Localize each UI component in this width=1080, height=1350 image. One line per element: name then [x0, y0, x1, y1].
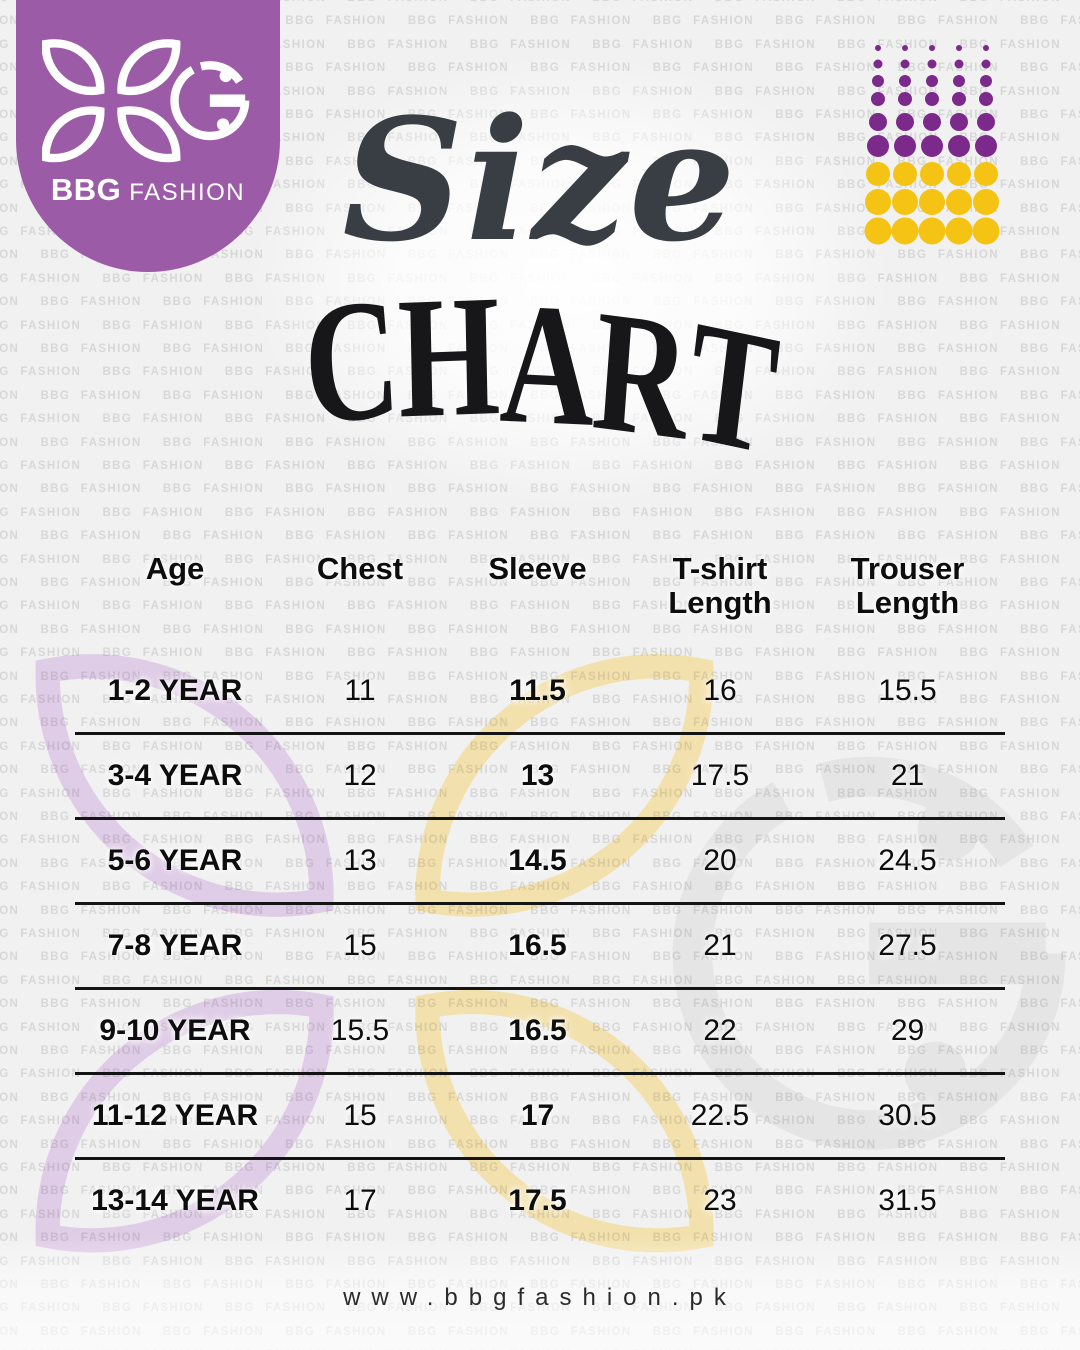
cell-tshirt: 21: [703, 929, 737, 962]
cell-tshirt: 20: [703, 844, 737, 877]
brand-name-bold: BBG: [50, 172, 122, 207]
column-header-sleeve: Sleeve: [488, 551, 587, 586]
cell-trouser: 29: [890, 1014, 925, 1047]
table-header-row: Age Chest Sleeve T-shirt Length Trouser Leng…: [75, 550, 1005, 650]
cell-chest: 12: [343, 759, 377, 792]
title-main-letter: C: [297, 260, 405, 463]
cell-trouser: 15.5: [878, 674, 937, 707]
watermark-text-row: BBG FASHION BBG FASHION BBG FASHION BBG …: [0, 740, 1080, 753]
watermark-text-row: BBG FASHION BBG FASHION BBG FASHION BBG …: [0, 577, 1080, 589]
table-row-9-10-year: 9-10 YEAR 15.5 16.5 22 29: [75, 990, 1005, 1075]
cell-tshirt: 16: [703, 674, 737, 707]
title-script: Size: [342, 81, 738, 279]
watermark-text-row: BBG FASHION BBG FASHION BBG FASHION BBG …: [0, 1185, 1080, 1198]
cell-sleeve: 17.5: [508, 1184, 567, 1217]
table-row-3-4-year: 3-4 YEAR 12 13 17.5 21: [75, 735, 1005, 820]
table-row-5-6-year: 5-6 YEAR 13 14.5 20 24.5: [75, 820, 1005, 905]
cell-sleeve: 17: [520, 1099, 555, 1132]
watermark-text-row: BBG FASHION BBG FASHION BBG FASHION BBG …: [0, 857, 1080, 870]
cell-trouser: 24.5: [878, 844, 937, 877]
cell-sleeve: 13: [520, 759, 555, 792]
cell-age: 11-12 YEAR: [91, 1099, 259, 1132]
table-row-1-2-year: 1-2 YEAR 11 11.5 16 15.5: [75, 650, 1005, 735]
column-header-trouser-length: Trouser Length: [850, 551, 965, 621]
cell-chest: 15: [343, 929, 377, 962]
cell-sleeve: 16.5: [508, 1014, 567, 1047]
column-header-chest: Chest: [316, 551, 404, 586]
column-header-t-shirt-length: T-shirt Length: [668, 551, 772, 621]
watermark-text-row: BBG FASHION BBG FASHION BBG FASHION BBG …: [0, 600, 1080, 613]
cell-chest: 15: [343, 1099, 377, 1132]
title-backdrop-glow: [250, 55, 890, 505]
title-main-letter: H: [396, 259, 502, 455]
bottom-fade: [0, 1235, 1080, 1350]
watermark-text-row: BBG FASHION BBG FASHION BBG FASHION BBG …: [0, 1162, 1080, 1174]
cell-sleeve: 11.5: [509, 674, 566, 707]
watermark-text-row: BBG FASHION BBG FASHION BBG FASHION BBG …: [0, 670, 1080, 683]
watermark-text-row: BBG FASHION BBG FASHION BBG FASHION BBG …: [0, 0, 1080, 4]
watermark-text-row: BBG FASHION BBG FASHION BBG FASHION BBG …: [0, 998, 1080, 1011]
watermark-text-row: BBG FASHION BBG FASHION BBG FASHION BBG …: [0, 694, 1080, 706]
watermark-text-row: BBG FASHION BBG FASHION BBG FASHION BBG …: [0, 928, 1080, 940]
title-main-letter: R: [587, 273, 696, 477]
watermark-text-row: BBG FASHION BBG FASHION BBG FASHION BBG …: [0, 951, 1080, 964]
cell-tshirt: 23: [703, 1184, 737, 1217]
bbg-butterfly-logo-icon: [41, 30, 254, 176]
cell-trouser: 30.5: [878, 1099, 937, 1132]
cell-tshirt: 22: [703, 1014, 737, 1047]
title-main-letter: A: [497, 266, 597, 463]
cell-tshirt: 22.5: [690, 1099, 750, 1132]
cell-trouser: 27.5: [878, 929, 937, 962]
watermark-text-row: BBG FASHION BBG FASHION BBG FASHION BBG …: [0, 881, 1080, 894]
brand-name-light: FASHION: [129, 179, 246, 206]
cell-tshirt: 17.5: [690, 759, 750, 792]
watermark-text-row: BBG FASHION BBG FASHION BBG FASHION BBG …: [0, 787, 1080, 800]
cell-trouser: 21: [890, 759, 925, 792]
watermark-text-row: BBG FASHION BBG FASHION BBG FASHION BBG …: [0, 717, 1080, 730]
table-row-13-14-year: 13-14 YEAR 17 17.5 23 31.5: [75, 1160, 1005, 1242]
brand-logo-badge: BBG FASHION: [16, 0, 280, 272]
cell-chest: 15.5: [330, 1014, 390, 1047]
cell-age: 7-8 YEAR: [107, 929, 243, 962]
cell-age: 9-10 YEAR: [99, 1014, 251, 1047]
website-url: www.bbgfashion.pk: [343, 1284, 737, 1311]
table-row-7-8-year: 7-8 YEAR 15 16.5 21 27.5: [75, 905, 1005, 990]
watermark-text-row: BBG FASHION BBG FASHION BBG FASHION BBG …: [0, 623, 1080, 636]
watermark-text-row: BBG FASHION BBG FASHION BBG FASHION BBG …: [0, 1045, 1080, 1057]
watermark-text-row: BBG FASHION BBG FASHION BBG FASHION BBG …: [0, 974, 1080, 987]
watermark-text-row: BBG FASHION BBG FASHION BBG FASHION BBG …: [0, 530, 1080, 543]
watermark-text-row: BBG FASHION BBG FASHION BBG FASHION BBG …: [0, 904, 1080, 917]
watermark-text-row: BBG FASHION BBG FASHION BBG FASHION BBG …: [0, 1208, 1080, 1221]
watermark-text-row: BBG FASHION BBG FASHION BBG FASHION BBG …: [0, 506, 1080, 519]
column-header-age: Age: [145, 551, 205, 586]
cell-age: 5-6 YEAR: [107, 844, 243, 877]
watermark-text-row: BBG FASHION BBG FASHION BBG FASHION BBG …: [0, 834, 1080, 847]
title-main: CHART: [76, 259, 1005, 491]
cell-chest: 13: [343, 844, 377, 877]
cell-chest: 17: [343, 1184, 377, 1217]
cell-age: 3-4 YEAR: [107, 759, 243, 792]
watermark-text-row: BBG FASHION BBG FASHION BBG FASHION BBG …: [0, 553, 1080, 566]
cell-age: 13-14 YEAR: [91, 1184, 259, 1217]
dots-decoration: [864, 36, 1004, 255]
watermark-text-row: BBG FASHION BBG FASHION BBG FASHION BBG …: [0, 1115, 1080, 1128]
cell-chest: 11: [344, 674, 376, 707]
watermark-text-row: BBG FASHION BBG FASHION BBG FASHION BBG …: [0, 1091, 1080, 1104]
size-chart-table: Age Chest Sleeve T-shirt Length Trouser Leng…: [75, 550, 1005, 1242]
watermark-text-row: BBG FASHION BBG FASHION BBG FASHION BBG …: [0, 764, 1080, 777]
brand-logo-text: BBG FASHION: [16, 172, 280, 208]
cell-sleeve: 14.5: [508, 844, 567, 877]
cell-age: 1-2 YEAR: [107, 674, 243, 707]
cell-sleeve: 16.5: [508, 929, 567, 962]
watermark-text-row: BBG FASHION BBG FASHION BBG FASHION BBG …: [0, 1021, 1080, 1034]
watermark-text-row: BBG FASHION BBG FASHION BBG FASHION BBG …: [0, 1138, 1080, 1151]
cell-trouser: 31.5: [878, 1184, 937, 1217]
table-row-11-12-year: 11-12 YEAR 15 17 22.5 30.5: [75, 1075, 1005, 1160]
watermark-text-row: BBG FASHION BBG FASHION BBG FASHION BBG …: [0, 647, 1080, 660]
